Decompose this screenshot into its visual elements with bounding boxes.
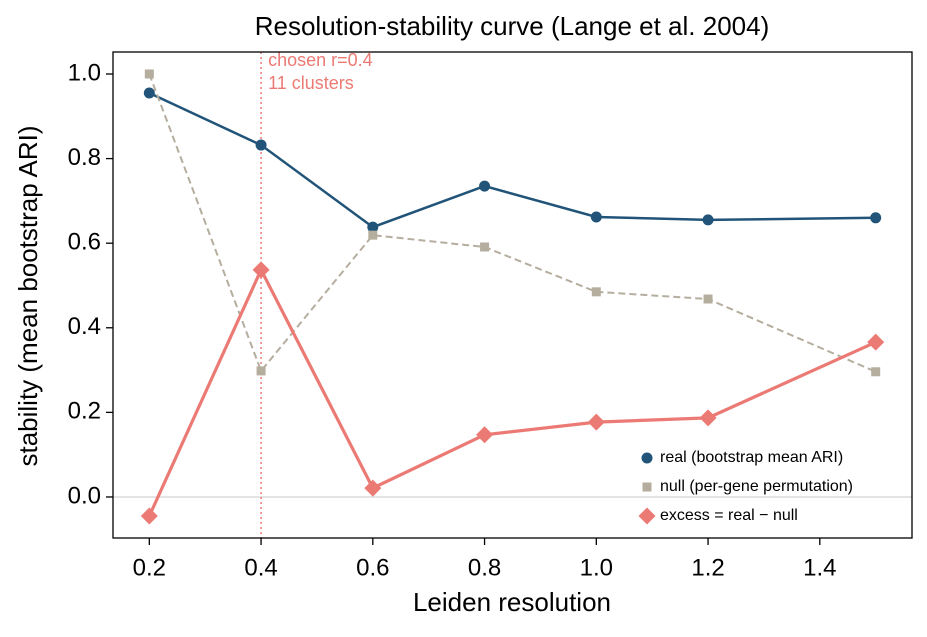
data-point: [699, 409, 717, 427]
data-point: [255, 139, 267, 151]
data-point: [143, 87, 155, 99]
data-point: [703, 294, 713, 304]
annotation: 11 clusters: [268, 73, 354, 93]
series-line: [148, 91, 876, 229]
data-point: [871, 367, 881, 377]
x-tick-label: 1.4: [803, 554, 836, 581]
y-tick-label: 0.8: [68, 144, 101, 171]
x-axis-label: Leiden resolution: [413, 587, 611, 617]
x-tick-label: 0.8: [468, 554, 501, 581]
chart-title: Resolution-stability curve (Lange et al.…: [255, 11, 770, 41]
data-point: [476, 426, 494, 444]
legend-marker: [638, 507, 656, 525]
data-point: [364, 479, 382, 497]
y-tick-label: 0.2: [68, 398, 101, 425]
data-point: [252, 261, 270, 279]
x-tick-label: 0.2: [133, 554, 166, 581]
data-point: [480, 242, 490, 252]
legend-label: excess = real − null: [660, 507, 798, 524]
y-axis-label: stability (mean bootstrap ARI): [13, 125, 43, 466]
y-tick-label: 0.6: [68, 229, 101, 256]
legend-label: real (bootstrap mean ARI): [660, 449, 843, 466]
legend-marker: [642, 482, 652, 492]
data-point: [367, 221, 379, 233]
y-tick-label: 1.0: [68, 59, 101, 86]
data-point: [256, 366, 266, 376]
plot-frame: [112, 51, 913, 539]
data-point: [368, 230, 378, 240]
data-point: [590, 211, 602, 223]
y-tick-label: 0.0: [68, 482, 101, 509]
data-point: [867, 333, 885, 351]
x-tick-label: 1.0: [580, 554, 613, 581]
x-tick-label: 1.2: [691, 554, 724, 581]
data-point: [144, 69, 154, 79]
x-tick-label: 0.6: [356, 554, 389, 581]
legend-label: null (per-gene permutation): [660, 478, 853, 495]
data-point: [140, 507, 158, 525]
annotation: chosen r=0.4: [268, 50, 373, 70]
data-point: [587, 413, 605, 431]
data-point: [479, 180, 491, 192]
x-tick-label: 0.4: [244, 554, 277, 581]
data-point: [591, 287, 601, 297]
legend-marker: [641, 452, 653, 464]
data-point: [702, 214, 714, 226]
data-point: [870, 212, 882, 224]
y-tick-label: 0.4: [68, 313, 101, 340]
series-line: [148, 73, 877, 373]
